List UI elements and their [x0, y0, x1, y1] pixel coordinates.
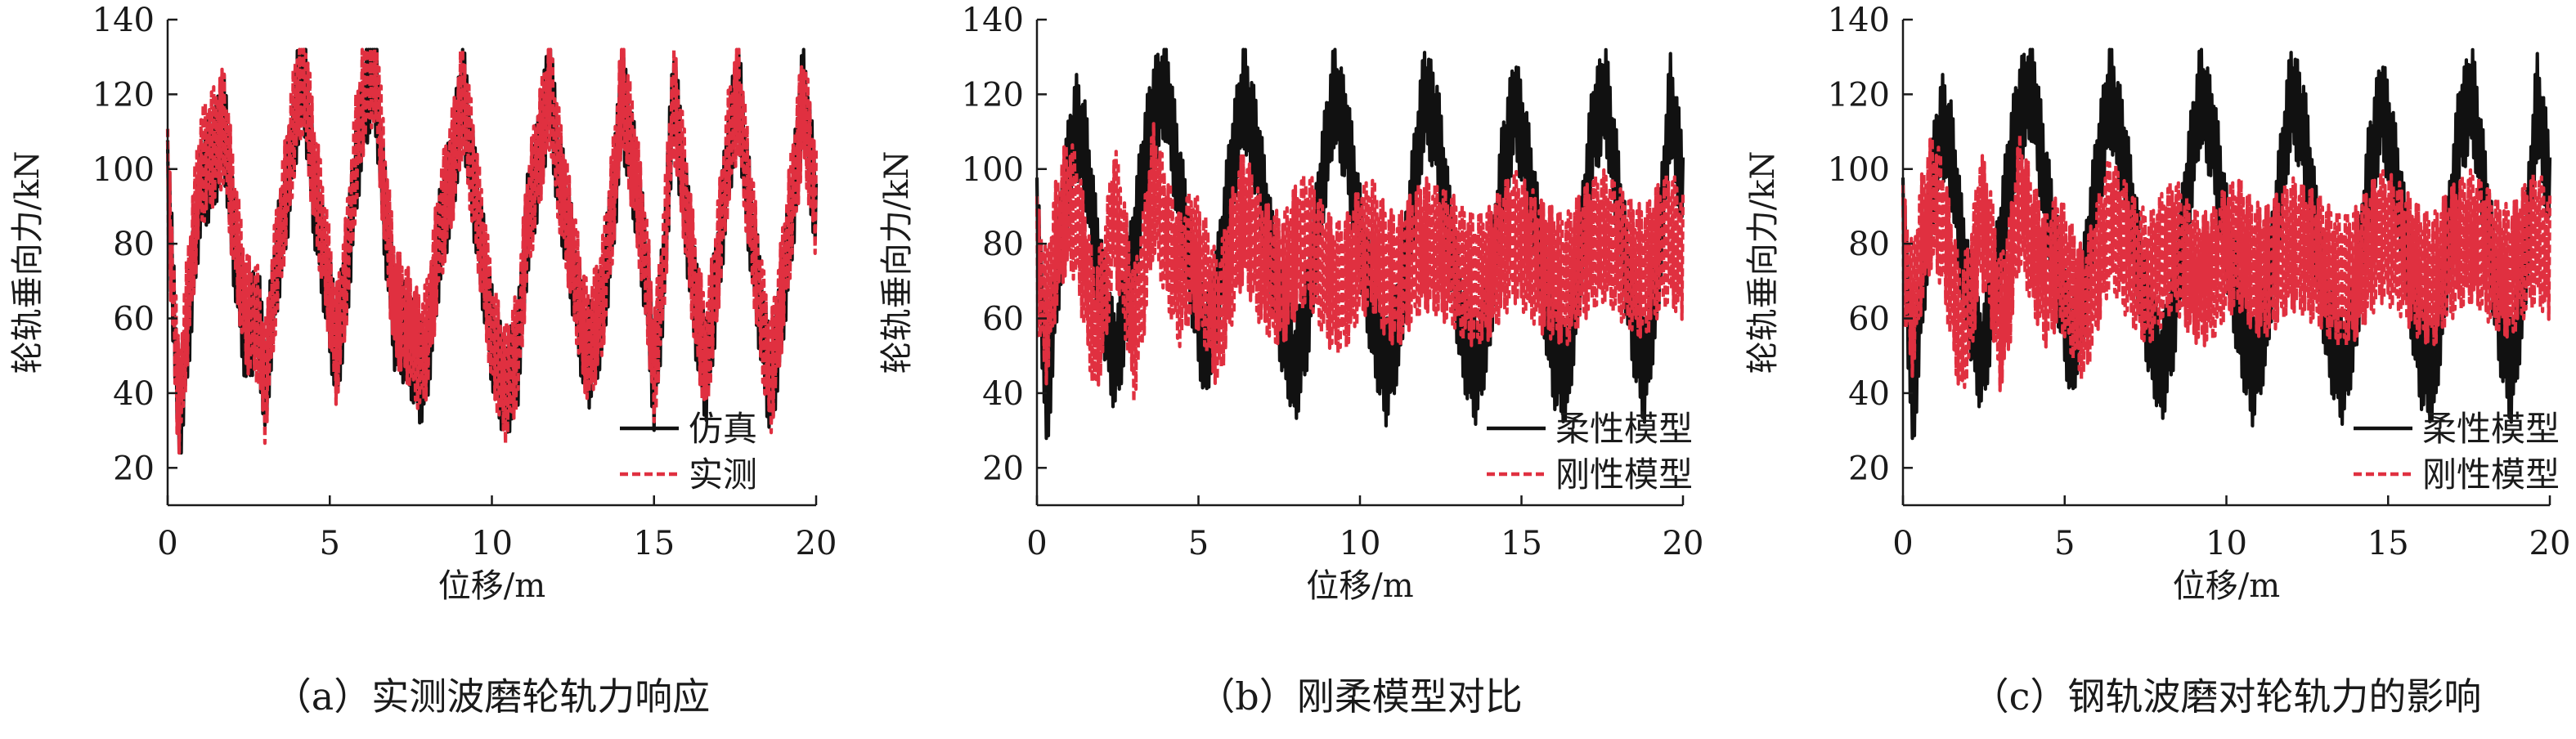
y-tick-label: 20: [982, 450, 1024, 487]
chart-panel-b: 20 40 60 80 100 120 140 0 5 10 15 20 位移/m 轮轨垂向力/kN （b）…: [878, 2, 1703, 719]
y-tick-label: 140: [962, 2, 1024, 39]
series-line-red-dashed: [1034, 122, 1685, 404]
legend-label: 刚性模型: [2422, 455, 2560, 495]
y-tick-label: 80: [1848, 226, 1890, 263]
x-tick-label: 0: [157, 525, 177, 562]
y-tick-label: 20: [113, 450, 155, 487]
y-tick-label: 40: [982, 375, 1024, 413]
x-axis-label: 位移/m: [1306, 567, 1413, 605]
y-axis-label: 轮轨垂向力/kN: [9, 151, 47, 374]
x-tick-label: 20: [796, 525, 837, 562]
y-tick-label: 40: [1848, 375, 1890, 413]
x-tick-label: 10: [471, 525, 513, 562]
legend-label: 柔性模型: [1555, 409, 1693, 449]
y-tick-label: 20: [1848, 450, 1890, 487]
chart-panel-c: 20 40 60 80 100 120 140 0 5 10 15 20 位移/m 轮轨垂向力/kN （c）…: [1744, 2, 2570, 719]
y-tick-label: 80: [113, 226, 155, 263]
series-line-black-solid: [1034, 47, 1685, 441]
y-tick-label: 60: [982, 301, 1024, 338]
x-axis-label: 位移/m: [438, 567, 545, 605]
x-axis-label: 位移/m: [2173, 567, 2280, 605]
panel-caption: （a）实测波磨轮轨力响应: [274, 674, 710, 719]
x-tick-label: 20: [2529, 525, 2571, 562]
y-tick-label: 140: [92, 2, 155, 39]
chart-panel-a: 20 40 60 80 100 120 140 0 5 10 15 20 位移/m 轮轨垂向力/kN （a）…: [9, 2, 837, 719]
y-axis-label: 轮轨垂向力/kN: [878, 151, 916, 374]
legend-label: 柔性模型: [2422, 409, 2560, 449]
y-axis-label: 轮轨垂向力/kN: [1744, 151, 1782, 374]
y-tick-label: 120: [1828, 76, 1890, 114]
x-tick-label: 5: [2054, 525, 2075, 562]
x-tick-label: 10: [1340, 525, 1381, 562]
panel-caption: （b）刚柔模型对比: [1197, 674, 1522, 719]
y-tick-label: 100: [1828, 151, 1890, 189]
x-tick-label: 15: [633, 525, 675, 562]
y-tick-label: 60: [1848, 301, 1890, 338]
y-tick-label: 100: [92, 151, 155, 189]
y-tick-label: 140: [1828, 2, 1890, 39]
legend-label: 实测: [689, 455, 757, 495]
y-tick-label: 40: [113, 375, 155, 413]
y-tick-label: 80: [982, 226, 1024, 263]
series-line-red-dashed: [1901, 132, 2552, 392]
series-line-red-dashed: [165, 47, 819, 455]
x-tick-label: 15: [1501, 525, 1542, 562]
y-tick-label: 120: [92, 76, 155, 114]
x-tick-label: 10: [2206, 525, 2247, 562]
x-tick-label: 0: [1892, 525, 1913, 562]
y-tick-label: 120: [962, 76, 1024, 114]
panel-caption: （c）钢轨波磨对轮轨力的影响: [1972, 674, 2482, 719]
legend-label: 仿真: [689, 409, 757, 449]
legend-label: 刚性模型: [1555, 455, 1693, 495]
x-tick-label: 0: [1026, 525, 1047, 562]
y-tick-label: 60: [113, 301, 155, 338]
y-tick-label: 100: [962, 151, 1024, 189]
x-tick-label: 20: [1663, 525, 1704, 562]
x-tick-label: 5: [1188, 525, 1209, 562]
x-tick-label: 15: [2367, 525, 2409, 562]
x-tick-label: 5: [320, 525, 340, 562]
